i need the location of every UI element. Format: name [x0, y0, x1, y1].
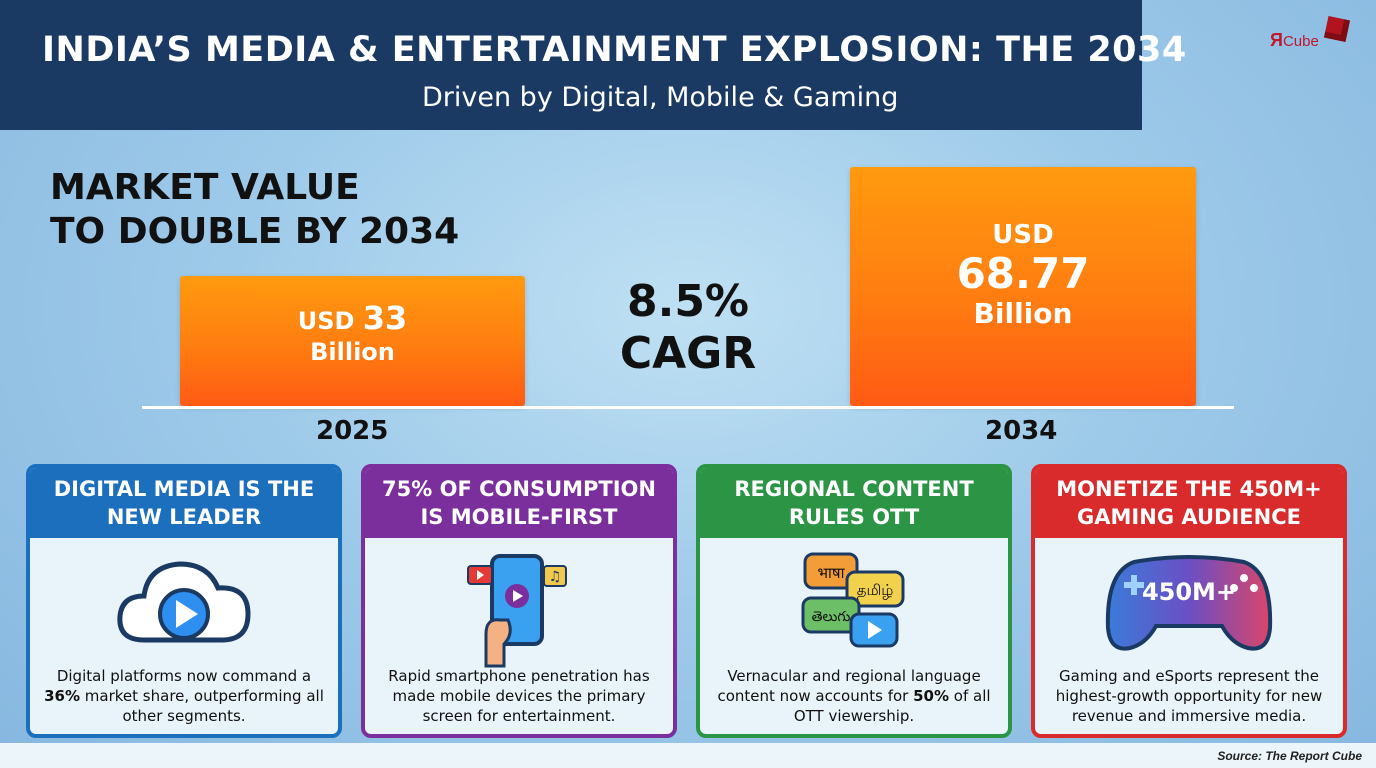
card-description: Digital platforms now command a 36% mark…: [44, 667, 324, 725]
page-title: INDIA’S MEDIA & ENTERTAINMENT EXPLOSION:…: [42, 30, 1187, 70]
cloud-play-icon: [114, 548, 254, 662]
card-title: REGIONAL CONTENT RULES OTT: [700, 468, 1008, 538]
bar-value-label: USD 68.77 Billion: [850, 219, 1196, 331]
cagr-value: 8.5%: [626, 276, 750, 327]
bubble-3: తెలుగు: [812, 609, 851, 625]
bubble-2: தமிழ்: [857, 581, 894, 599]
cube-icon: [1323, 15, 1351, 43]
insight-card: DIGITAL MEDIA IS THE NEW LEADER Digital p…: [26, 464, 342, 738]
card-title: DIGITAL MEDIA IS THE NEW LEADER: [30, 468, 338, 538]
logo-text: ЯCube: [1270, 30, 1319, 51]
page-subtitle: Driven by Digital, Mobile & Gaming: [422, 82, 899, 113]
gamepad-label: 450M+: [1142, 578, 1236, 606]
chart-headline: MARKET VALUE TO DOUBLE BY 2034: [50, 166, 459, 254]
card-body: Digital platforms now command a 36% mark…: [30, 538, 338, 734]
gamepad-icon: 450M+: [1104, 548, 1274, 662]
language-bubbles-icon: भाषा தமிழ் తెలుగు: [799, 548, 909, 672]
card-description: Vernacular and regional language content…: [717, 667, 991, 725]
insight-card: REGIONAL CONTENT RULES OTT भाषा தமிழ் తెలుగ…: [696, 464, 1012, 738]
card-description: Rapid smartphone penetration has made mo…: [388, 667, 650, 725]
card-title: MONETIZE THE 450M+ GAMING AUDIENCE: [1035, 468, 1343, 538]
label-prefix: USD: [992, 220, 1054, 250]
card-highlight: 50%: [913, 687, 950, 705]
label-prefix: USD: [297, 307, 355, 335]
footer-strip: [0, 743, 1376, 768]
bubble-1: भाषा: [818, 564, 846, 582]
card-body: 450M+ Gaming and eSports represent the hi…: [1035, 538, 1343, 734]
label-number: 68.77: [956, 249, 1090, 298]
cagr-label: CAGR: [619, 328, 757, 379]
x-tick-label: 2025: [316, 416, 389, 446]
card-title: 75% OF CONSUMPTION IS MOBILE-FIRST: [365, 468, 673, 538]
card-description: Gaming and eSports represent the highest…: [1055, 667, 1323, 725]
source-note: Source: The Report Cube: [1217, 749, 1362, 763]
insight-card: 75% OF CONSUMPTION IS MOBILE-FIRST ♫ Rapid…: [361, 464, 677, 738]
card-highlight: 36%: [44, 687, 81, 705]
x-tick-label: 2034: [985, 416, 1058, 446]
card-body: भाषा தமிழ் తెలుగు Vernacular and regional l…: [700, 538, 1008, 734]
cagr-callout: 8.5% CAGR: [600, 276, 776, 380]
headline-line-1: MARKET VALUE: [50, 167, 360, 208]
card-body: ♫ Rapid smartphone penetration has made m…: [365, 538, 673, 734]
bar-2034: [850, 167, 1196, 406]
label-suffix: Billion: [310, 338, 395, 366]
label-suffix: Billion: [973, 297, 1073, 330]
label-number: 33: [362, 299, 408, 337]
bar-value-label: USD 33 Billion: [180, 302, 525, 367]
brand-logo: ЯCube: [1270, 15, 1354, 58]
chart-baseline: [142, 406, 1234, 409]
insight-card: MONETIZE THE 450M+ GAMING AUDIENCE 450M+ G…: [1031, 464, 1347, 738]
logo-word: Cube: [1282, 33, 1319, 50]
headline-line-2: TO DOUBLE BY 2034: [50, 211, 460, 252]
bar-2025: [180, 276, 525, 406]
logo-mark: Я: [1270, 30, 1283, 50]
header-banner: INDIA’S MEDIA & ENTERTAINMENT EXPLOSION:…: [0, 0, 1187, 130]
smartphone-icon: ♫: [464, 548, 574, 672]
svg-text:♫: ♫: [549, 569, 562, 585]
